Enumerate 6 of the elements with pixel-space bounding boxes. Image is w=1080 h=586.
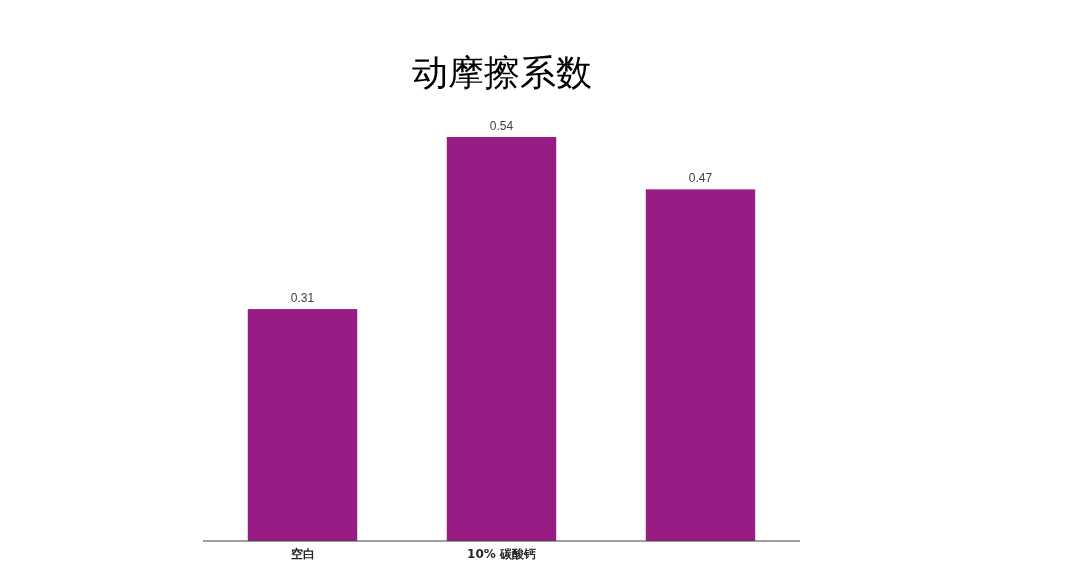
data-label: 0.47 <box>688 171 713 186</box>
data-label: 0.54 <box>489 119 514 133</box>
data-label: 0.31 <box>290 291 315 306</box>
chart-title: 动摩擦系数 <box>411 52 592 93</box>
x-tick-label: 空白 <box>290 547 315 561</box>
x-tick-label: 10% 碳酸钙 <box>467 547 536 561</box>
